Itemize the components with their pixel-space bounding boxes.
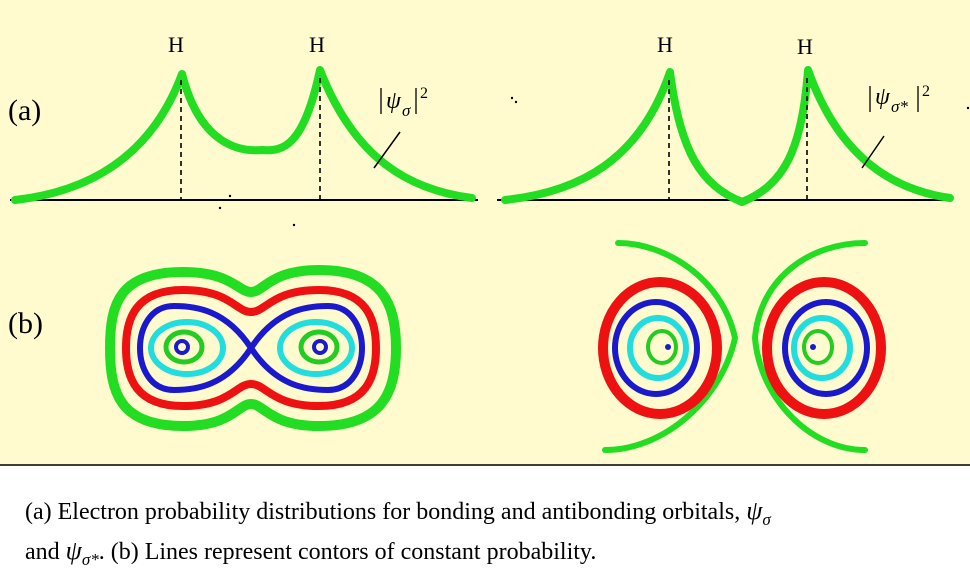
nucleus-ring: [174, 339, 190, 355]
outer-contour: [104, 264, 402, 432]
cyan-contour-left: [627, 315, 689, 381]
green-contour-left: [646, 329, 678, 365]
sigma-subscript: σ: [402, 101, 411, 120]
sigma-star-subscript: σ*: [81, 549, 99, 569]
orbital-figure: (a) H H ψ σ 2 H H ψ σ* 2: [0, 0, 970, 466]
nucleus-label: H: [309, 32, 325, 57]
psi-symbol: ψ: [875, 84, 891, 110]
nucleus-dot-right: [810, 344, 816, 350]
red-contour-right: [762, 277, 886, 419]
stray-marks: [218, 96, 970, 227]
green-contour-right: [802, 329, 834, 365]
outer-contour-right: [751, 240, 868, 453]
caption-and: and: [25, 539, 60, 565]
red-contour-left: [598, 277, 722, 419]
caption-text: . (b) Lines represent contors of constan…: [98, 539, 597, 565]
psi-symbol: ψ: [386, 88, 402, 114]
nucleus-label: H: [168, 32, 184, 57]
cyan-contour-right: [791, 315, 853, 381]
blue-contour-right: [782, 299, 870, 397]
nucleus-label: H: [657, 32, 673, 57]
outer-contour-left: [602, 240, 739, 453]
nucleus-ring: [312, 339, 328, 355]
caption-text: (a) Electron probability distributions f…: [25, 499, 741, 525]
psi-symbol: ψ: [65, 536, 82, 565]
cyan-contour: [277, 319, 355, 377]
bonding-curve-label: ψ σ 2: [380, 85, 428, 120]
caption-line-2: and ψσ*. (b) Lines represent contors of …: [25, 536, 596, 570]
nucleus-label: H: [797, 34, 813, 59]
square-exponent: 2: [922, 83, 930, 100]
green-contour: [298, 329, 340, 365]
square-exponent: 2: [420, 85, 428, 102]
figure-caption: (a) Electron probability distributions f…: [0, 466, 970, 574]
antibonding-curve: [501, 66, 954, 206]
antibonding-contours: [598, 240, 886, 453]
caption-line-1: (a) Electron probability distributions f…: [25, 496, 771, 530]
antibonding-pointer-line: [861, 135, 885, 169]
orbital-diagram: (a) H H ψ σ 2 H H ψ σ* 2: [0, 32, 970, 466]
bonding-distribution: H H ψ σ 2: [10, 32, 478, 204]
psi-symbol: ψ: [746, 496, 763, 525]
antibonding-curve-label: ψ σ* 2: [869, 83, 930, 116]
cyan-contour: [148, 319, 226, 377]
bonding-contours: [104, 264, 402, 432]
part-a-label: (a): [8, 94, 41, 127]
sigma-star-subscript: σ*: [891, 97, 908, 116]
green-contour: [163, 329, 205, 365]
blue-contour-left: [612, 299, 700, 397]
bonding-pointer-line: [373, 131, 401, 169]
bonding-curve: [11, 66, 476, 204]
part-b-label: (b): [8, 307, 43, 340]
red-contour: [121, 285, 381, 411]
sigma-subscript: σ: [762, 509, 771, 529]
nucleus-dot-left: [665, 344, 671, 350]
blue-contour: [136, 302, 366, 394]
antibonding-distribution: H H ψ σ* 2: [497, 32, 954, 206]
